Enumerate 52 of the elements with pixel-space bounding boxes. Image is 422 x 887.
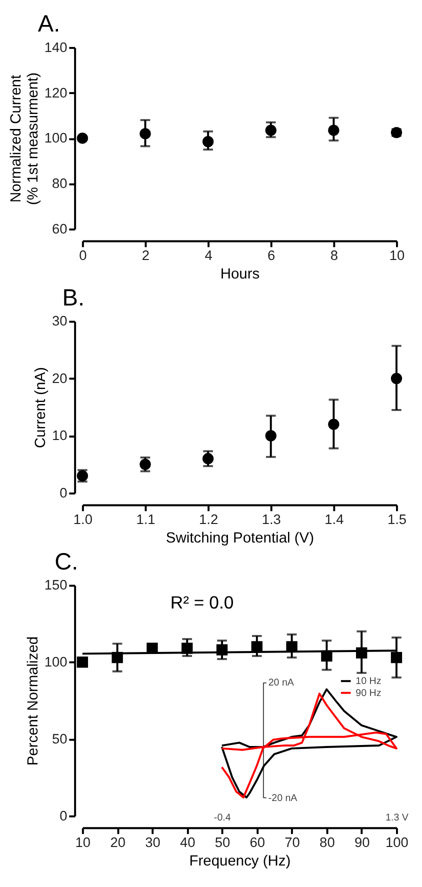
x-tick-label: 8 [330, 248, 338, 263]
y-tick-label: 20 [52, 370, 68, 386]
y-tick-label: 80 [52, 176, 68, 192]
x-tick-label: 1.2 [199, 512, 218, 527]
chart-title: C. [54, 548, 78, 575]
legend-label: 90 Hz [356, 688, 382, 699]
chart-title: A. [38, 10, 60, 37]
annotation: R² = 0.0 [170, 592, 234, 613]
y-axis-title: Percent Normalized [25, 636, 42, 766]
point [76, 132, 88, 144]
x-axis-title: Frequency (Hz) [189, 853, 291, 870]
y-tick-label: 10 [52, 428, 68, 444]
y-tick-label: 120 [44, 85, 68, 100]
y-axis-title: Normalized Current (% 1st measurment) [8, 72, 42, 205]
point [76, 656, 88, 668]
x-tick-label: 1.0 [73, 512, 93, 527]
x-tick-label: 50 [214, 834, 230, 850]
y-tick-label: 60 [52, 221, 68, 236]
x-tick-label: 0 [79, 248, 88, 263]
y-tick-label: 150 [44, 578, 68, 593]
x-tick-label: 70 [284, 834, 300, 850]
chart-title: B. [62, 284, 84, 311]
x-tick-label: 100 [386, 834, 409, 850]
x-tick-label: 80 [320, 834, 336, 850]
y-tick-label: 100 [44, 654, 68, 670]
x-tick-label: 1.1 [136, 512, 156, 527]
y-axis-title: Current (nA) [33, 367, 50, 448]
x-tick-label: -0.4 [214, 812, 232, 824]
y-tick-label: 30 [52, 314, 68, 329]
x-tick-label: 30 [145, 834, 161, 850]
x-tick-label: 1.5 [387, 512, 407, 527]
x-tick-label: 10 [75, 834, 91, 850]
x-tick-label: 2 [142, 248, 150, 263]
x-tick-label: 20 [110, 834, 126, 850]
y-tick-label: 20 nA [268, 678, 294, 689]
y-tick-label: 100 [44, 130, 68, 146]
x-tick-label: 10 [389, 248, 405, 263]
y-tick-label: 140 [44, 40, 68, 55]
x-tick-label: 60 [250, 834, 266, 850]
x-tick-label: 90 [354, 834, 370, 850]
x-axis-title: Switching Potential (V) [166, 530, 314, 547]
x-tick-label: 1.3 [262, 512, 282, 527]
x-axis-title: Hours [220, 266, 260, 283]
y-tick-label: 0 [60, 485, 68, 500]
legend-label: 10 Hz [356, 676, 382, 688]
x-tick-label: 1.3 V [386, 812, 409, 824]
x-tick-label: 6 [268, 248, 276, 263]
x-tick-label: 1.4 [324, 512, 344, 527]
x-tick-label: 40 [180, 834, 196, 850]
y-tick-label: -20 nA [268, 792, 298, 804]
x-tick-label: 4 [204, 248, 213, 263]
y-tick-label: 50 [52, 731, 68, 746]
